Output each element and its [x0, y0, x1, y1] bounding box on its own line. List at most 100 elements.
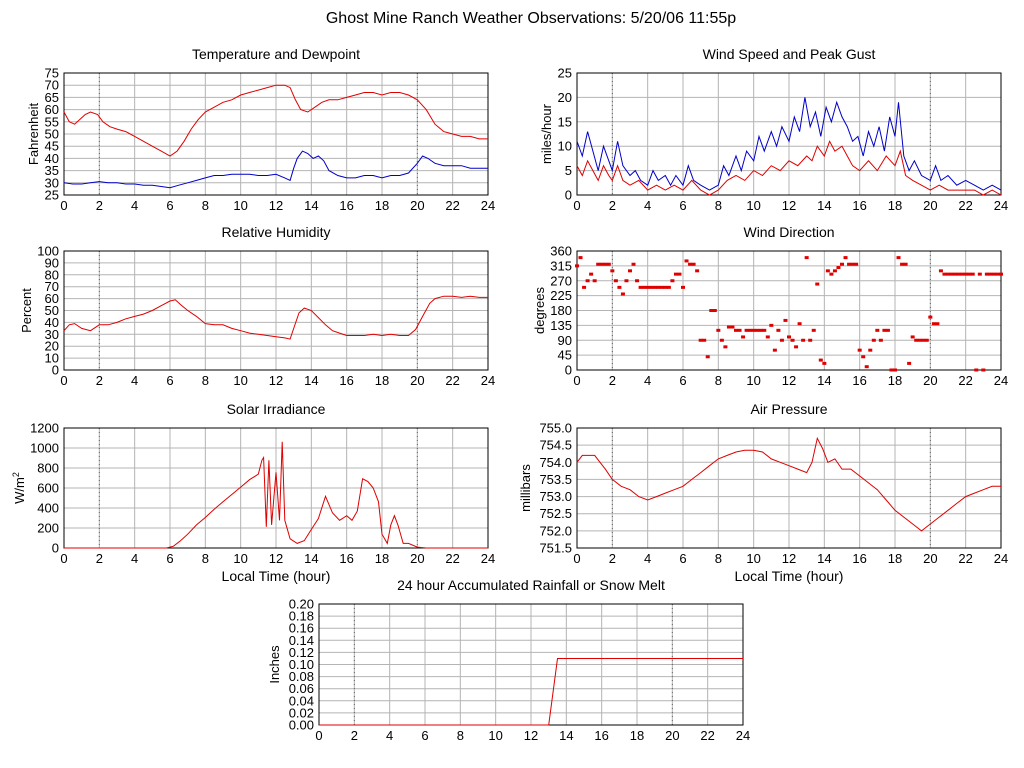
data-point — [702, 338, 707, 342]
x-tick-label: 14 — [304, 198, 318, 213]
data-point — [645, 285, 650, 289]
data-point — [659, 285, 664, 289]
y-tick-label: 755.0 — [539, 421, 572, 436]
x-tick-label: 6 — [166, 373, 173, 388]
data-point — [942, 272, 947, 276]
data-point — [670, 279, 675, 283]
y-tick-label: 751.5 — [539, 541, 572, 556]
series-line-red — [576, 436, 1001, 532]
data-point — [917, 338, 922, 342]
chart-pressure: 0 2 4 6 8 10 12 14 16 18 20 22 24751.5752.0752.5753.… — [518, 401, 1008, 584]
data-point — [705, 355, 710, 359]
y-axis-label-superscript: 2 — [11, 472, 21, 477]
x-tick-label: 14 — [817, 551, 831, 566]
data-point — [970, 272, 975, 276]
x-tick-label: 6 — [166, 551, 173, 566]
plot-frame — [63, 427, 489, 549]
x-tick-label: 4 — [131, 373, 138, 388]
x-tick-label: 14 — [559, 728, 573, 743]
x-axis-label: Local Time (hour) — [735, 568, 844, 584]
x-tick-label: 20 — [410, 551, 424, 566]
x-tick-label: 10 — [233, 551, 247, 566]
x-tick-label: 10 — [746, 551, 760, 566]
x-tick-label: 22 — [958, 198, 972, 213]
data-point — [635, 279, 640, 283]
x-tick-label: 16 — [339, 551, 353, 566]
y-tick-label: 60 — [45, 291, 59, 306]
data-point — [967, 272, 972, 276]
data-point — [603, 262, 608, 266]
x-tick-label: 18 — [630, 728, 644, 743]
x-tick-label: 2 — [351, 728, 358, 743]
data-point — [808, 338, 813, 342]
x-tick-label: 2 — [96, 198, 103, 213]
x-tick-label: 8 — [715, 373, 722, 388]
y-tick-label: 0.10 — [289, 657, 314, 672]
data-point — [673, 272, 678, 276]
y-tick-label: 20 — [558, 90, 572, 105]
x-tick-label: 20 — [923, 373, 937, 388]
x-tick-label: 10 — [233, 373, 247, 388]
data-point — [963, 272, 968, 276]
data-point — [776, 328, 781, 332]
x-tick-label: 8 — [457, 728, 464, 743]
data-point — [638, 285, 643, 289]
y-tick-label: 90 — [558, 333, 572, 348]
y-tick-label: 55 — [45, 114, 59, 129]
data-point — [928, 315, 933, 319]
data-point — [861, 355, 866, 359]
chart-title: Relative Humidity — [222, 224, 331, 240]
data-point — [666, 285, 671, 289]
chart-temperature: 0 2 4 6 8 10 12 14 16 18 20 22 242530354045505560657… — [26, 46, 495, 213]
y-tick-label: 70 — [45, 78, 59, 93]
x-tick-label: 4 — [131, 551, 138, 566]
data-point — [751, 328, 756, 332]
y-tick-label: 752.5 — [539, 506, 572, 521]
data-point — [596, 262, 601, 266]
x-tick-label: 22 — [445, 551, 459, 566]
data-point — [592, 279, 597, 283]
y-axis-label-text: Fahrenheit — [26, 103, 41, 166]
y-tick-label: 40 — [45, 151, 59, 166]
x-tick-label: 2 — [96, 551, 103, 566]
x-tick-label: 16 — [852, 373, 866, 388]
data-point — [885, 328, 890, 332]
y-tick-label: 15 — [558, 114, 572, 129]
x-tick-label: 20 — [665, 728, 679, 743]
x-tick-label: 24 — [994, 373, 1008, 388]
data-point — [822, 361, 827, 365]
data-point — [815, 282, 820, 286]
data-point — [617, 285, 622, 289]
y-axis-label: W/m2 — [11, 472, 27, 504]
x-tick-label: 12 — [782, 198, 796, 213]
y-tick-label: 360 — [550, 244, 572, 259]
y-axis-label: Fahrenheit — [26, 103, 41, 166]
y-tick-label: 754.5 — [539, 438, 572, 453]
data-point — [847, 262, 852, 266]
y-tick-label: 5 — [565, 163, 572, 178]
x-tick-label: 14 — [817, 373, 831, 388]
data-point — [610, 269, 615, 273]
data-point — [719, 338, 724, 342]
data-point — [730, 325, 735, 329]
x-tick-label: 6 — [679, 373, 686, 388]
data-point — [825, 269, 830, 273]
x-tick-label: 24 — [481, 198, 495, 213]
data-point — [797, 322, 802, 326]
x-tick-label: 12 — [269, 198, 283, 213]
chart-solar: 0 2 4 6 8 10 12 14 16 18 20 22 240200400600800100012… — [11, 401, 495, 584]
y-tick-label: 225 — [550, 288, 572, 303]
y-axis-label: millibars — [518, 464, 533, 512]
data-point — [712, 309, 717, 312]
data-point — [946, 272, 950, 276]
data-point — [896, 256, 901, 260]
data-point — [769, 323, 774, 327]
x-tick-label: 0 — [315, 728, 322, 743]
y-tick-label: 0.04 — [289, 693, 314, 708]
y-tick-label: 45 — [558, 348, 572, 363]
y-tick-label: 90 — [45, 255, 59, 270]
y-axis-label-text: millibars — [518, 464, 533, 512]
data-point — [988, 272, 993, 276]
y-tick-label: 753.5 — [539, 472, 572, 487]
